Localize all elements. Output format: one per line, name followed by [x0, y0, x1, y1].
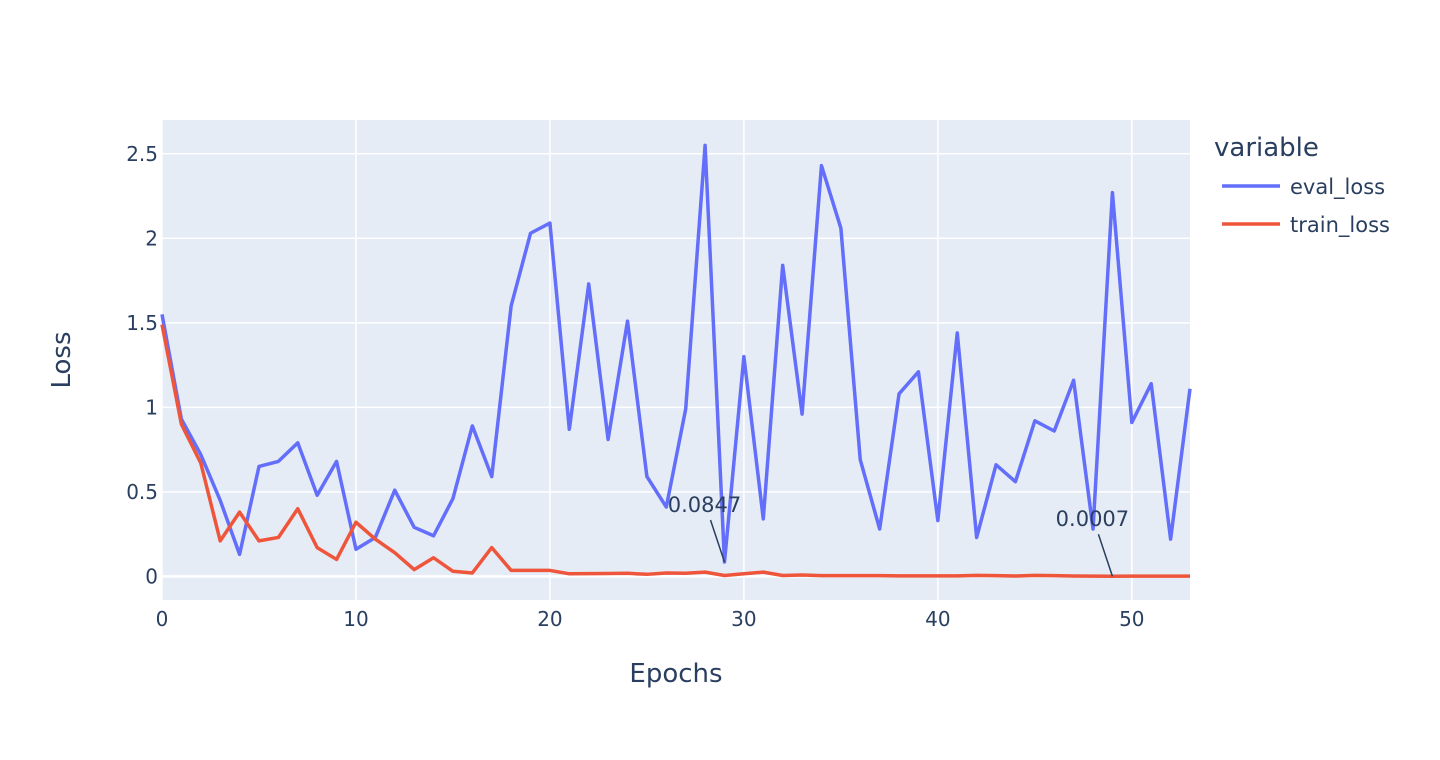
- x-tick-label: 30: [731, 607, 756, 631]
- y-tick-label: 2.5: [126, 142, 158, 166]
- x-tick-label: 0: [156, 607, 169, 631]
- x-axis-title: Epochs: [629, 659, 722, 689]
- annotation-arrow: [709, 519, 726, 563]
- y-tick-label: 0.5: [126, 480, 158, 504]
- legend: variable eval_loss train_loss: [1214, 133, 1390, 238]
- legend-label-eval-loss: eval_loss: [1290, 175, 1385, 200]
- x-tick-label: 10: [343, 607, 368, 631]
- series-line-train-loss: [160, 324, 1190, 578]
- x-tick-label: 50: [1119, 607, 1144, 631]
- annotation-label: 0.0007: [1056, 507, 1129, 531]
- annotation-arrow: [1097, 533, 1114, 577]
- y-tick-label: 2: [145, 226, 158, 250]
- y-tick-label: 1: [145, 395, 158, 419]
- legend-title: variable: [1214, 133, 1319, 163]
- plot-background: [162, 120, 1190, 600]
- annotations: 0.0847 0.0007: [668, 493, 1129, 577]
- x-tick-label: 40: [925, 607, 950, 631]
- series-lines: [160, 143, 1192, 578]
- legend-label-train-loss: train_loss: [1290, 213, 1390, 238]
- y-axis-title: Loss: [47, 331, 77, 388]
- tick-labels: 0 0.5 1 1.5 2 2.5 0 10 20 30 40 50: [126, 142, 1144, 631]
- y-tick-label: 1.5: [126, 311, 158, 335]
- series-line-eval-loss: [160, 143, 1192, 564]
- annotation-label: 0.0847: [668, 493, 741, 517]
- y-tick-label: 0: [145, 564, 158, 588]
- legend-items: eval_loss train_loss: [1222, 175, 1390, 238]
- x-tick-label: 20: [537, 607, 562, 631]
